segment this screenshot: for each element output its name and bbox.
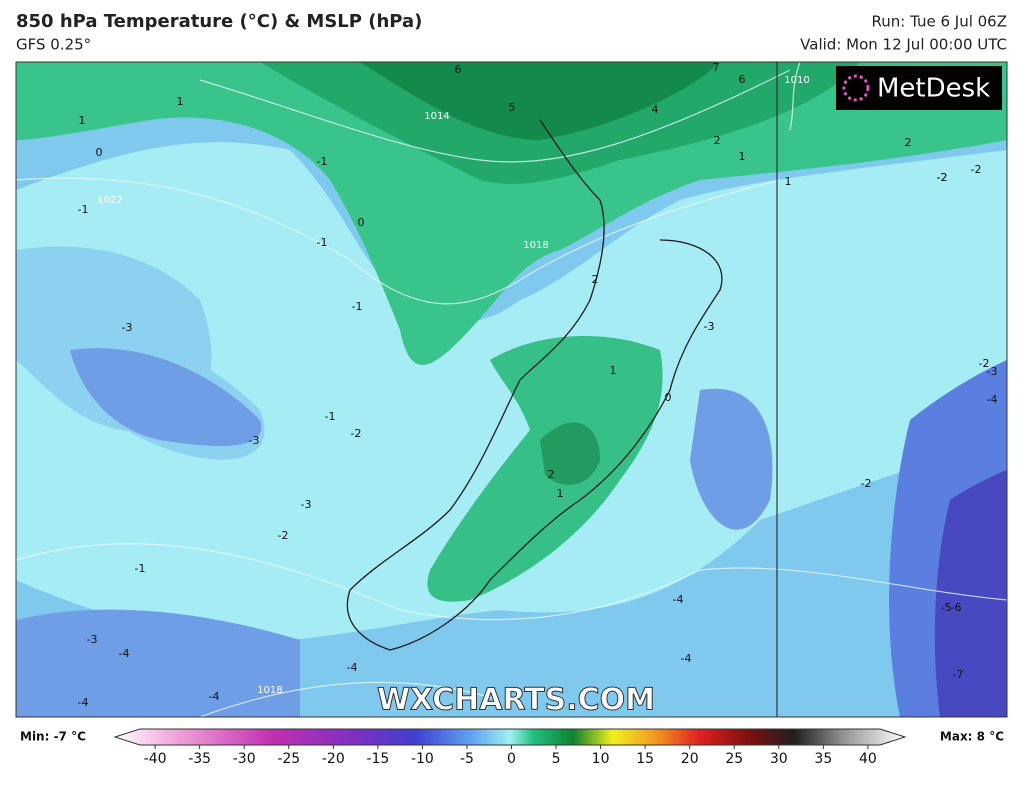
contour-label: -4 <box>119 647 130 660</box>
colorbar-tick-label: 20 <box>681 751 699 767</box>
map: 110-1-10-1-3-1-2-3-3-2-1-3-4-4 -4-4-11210… <box>16 61 1007 718</box>
colorbar-tick-label: 40 <box>859 751 877 767</box>
contour-label: 2 <box>714 134 721 147</box>
contour-label: -1 <box>317 236 328 249</box>
contour-label: 5 <box>509 101 516 114</box>
contour-label: 2 <box>592 273 599 286</box>
coastline <box>346 119 723 651</box>
contour-label: -3 <box>301 498 312 511</box>
isobar-label: 1010 <box>784 75 809 86</box>
contour-label: -2 <box>979 357 990 370</box>
contour-label: -3 <box>122 321 133 334</box>
contour-label: -2 <box>861 477 872 490</box>
isobar-label: 1014 <box>424 111 449 122</box>
contour-label: -4 <box>673 593 684 606</box>
contour-label: -3 <box>87 633 98 646</box>
contour-labels: 110-1-10-1-3-1-2-3-3-2-1-3-4-4 -4-4-11210… <box>78 61 998 709</box>
contour-label: -1 <box>325 410 336 423</box>
contour-label: 1 <box>785 175 792 188</box>
contour-label: -2 <box>971 163 982 176</box>
title: 850 hPa Temperature (°C) & MSLP (hPa) <box>16 11 422 32</box>
contour-label: -7 <box>953 668 964 681</box>
logo-box <box>836 66 1002 110</box>
colorbar-tick-label: -30 <box>233 751 256 767</box>
contour-label: -1 <box>317 155 328 168</box>
warm-zone-nz-2 <box>540 422 600 485</box>
cold-zone-3b <box>16 388 773 717</box>
subtitle: GFS 0.25° <box>16 36 91 54</box>
colorbar-tick-label: 0 <box>507 751 516 767</box>
watermark: WXCHARTS.COM <box>377 683 655 718</box>
map-frame <box>15 61 1008 718</box>
contour-label: -3 <box>704 320 715 333</box>
colorbar-tick-label: 10 <box>592 751 610 767</box>
contour-label: -6 <box>951 601 962 614</box>
contour-label: -3 <box>987 365 998 378</box>
warm-zone-1 <box>16 62 1007 365</box>
logo-text: MetDesk <box>877 74 990 104</box>
contour-label: -2 <box>278 529 289 542</box>
contour-label: -5 <box>941 601 952 614</box>
contour-label: -1 <box>78 203 89 216</box>
contour-label: -2 <box>937 171 948 184</box>
warm-zone-5 <box>360 62 720 140</box>
contour-label: -4 <box>987 393 998 406</box>
contour-label: -3 <box>249 434 260 447</box>
colorbar-tick-label: 30 <box>770 751 788 767</box>
contour-label: 1 <box>79 114 86 127</box>
colorbar-tick-label: 15 <box>636 751 654 767</box>
contour-label: 0 <box>665 391 672 404</box>
run-time: Run: Tue 6 Jul 06Z <box>871 13 1007 31</box>
contour-label: 1 <box>610 364 617 377</box>
colorbar-tick-label: 35 <box>814 751 832 767</box>
contour-label: 0 <box>358 216 365 229</box>
contour-label: -4 <box>347 661 358 674</box>
colorbar-tick-label: -40 <box>144 751 167 767</box>
contour-label: 0 <box>96 146 103 159</box>
contour-label: 2 <box>548 468 555 481</box>
colorbar-tick-label: -20 <box>322 751 345 767</box>
contour-label: -4 <box>681 652 692 665</box>
colorbar-tick-label: -35 <box>188 751 211 767</box>
isobar-label: 1018 <box>523 240 548 251</box>
contour-label: -2 <box>351 427 362 440</box>
contour-label: 7 <box>713 61 720 74</box>
contour-label: 6 <box>455 63 462 76</box>
isobar-label: 1018 <box>257 685 282 696</box>
colorbar-tick-label: -5 <box>460 751 474 767</box>
colorbar-tick-label: 5 <box>552 751 561 767</box>
max-label: Max: 8 °C <box>940 730 1004 744</box>
isobar-label: 1022 <box>97 195 122 206</box>
cold-zone-3 <box>70 348 262 446</box>
colorbar-tick-label: 25 <box>725 751 743 767</box>
contour-label: 1 <box>739 150 746 163</box>
contour-label: 1 <box>557 487 564 500</box>
cold-zone-6 <box>934 470 1007 717</box>
colorbar-tick-label: -15 <box>366 751 389 767</box>
contour-label: -1 <box>135 562 146 575</box>
logo-icon <box>842 74 870 102</box>
colorbar <box>113 728 907 746</box>
contour-label: 6 <box>739 73 746 86</box>
contour-label: 2 <box>905 136 912 149</box>
colorbar-tick-label: -25 <box>277 751 300 767</box>
valid-time: Valid: Mon 12 Jul 00:00 UTC <box>800 36 1007 54</box>
contour-label: -4 <box>209 690 220 703</box>
contour-label: -4 <box>78 696 89 709</box>
contour-label: -1 <box>352 300 363 313</box>
min-label: Min: -7 °C <box>20 730 86 744</box>
colorbar-ticks: -40 -35 -30 -25 -20 -15 -10 -5 0 5 10 15 20 25 30 35 40 <box>144 745 877 767</box>
contour-label: 4 <box>652 103 659 116</box>
contour-label: 1 <box>177 95 184 108</box>
colorbar-tick-label: -10 <box>411 751 434 767</box>
isobars <box>16 62 1007 717</box>
contour-label: -2 <box>937 171 948 184</box>
